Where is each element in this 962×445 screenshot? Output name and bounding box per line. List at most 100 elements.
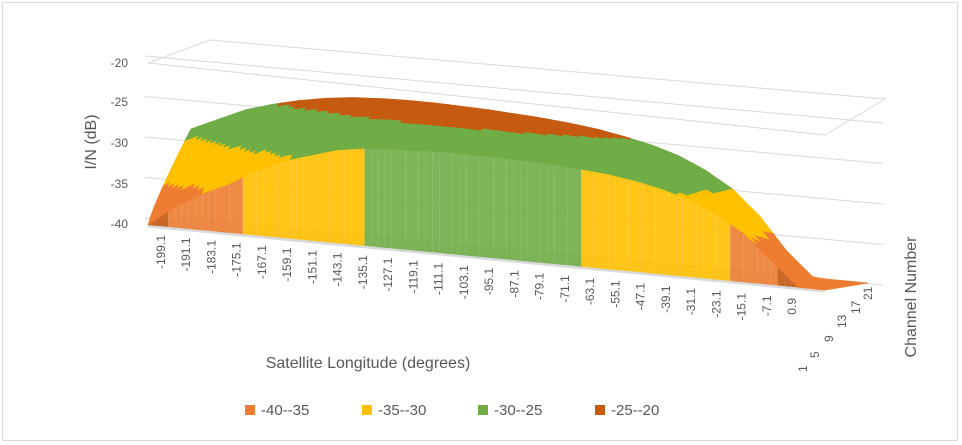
surface-skirt bbox=[215, 186, 223, 233]
x-tick-label: -175.1 bbox=[230, 242, 244, 276]
surface-skirt bbox=[445, 152, 453, 255]
surface-skirt bbox=[439, 151, 446, 254]
surface-skirt bbox=[181, 200, 189, 229]
legend-swatch bbox=[595, 405, 605, 415]
surface-skirt bbox=[303, 155, 311, 241]
surface-skirt bbox=[770, 260, 778, 286]
surface-skirt bbox=[554, 165, 561, 265]
z-tick-label: -30 bbox=[111, 136, 129, 150]
surface-skirt bbox=[743, 233, 751, 283]
depth-tick-label: 21 bbox=[861, 286, 875, 300]
surface-skirt bbox=[154, 216, 162, 227]
surface-skirt bbox=[256, 168, 264, 237]
surface-skirt bbox=[148, 220, 155, 226]
x-tick-label: -199.1 bbox=[154, 235, 168, 269]
x-tick-label: -135.1 bbox=[356, 255, 370, 289]
surface-skirt bbox=[290, 158, 297, 240]
x-tick-label: -55.1 bbox=[608, 280, 622, 308]
surface-skirt bbox=[357, 148, 365, 246]
surface-skirt bbox=[384, 149, 392, 249]
surface-skirt bbox=[696, 203, 704, 279]
surface-skirt bbox=[635, 181, 643, 273]
surface-skirt bbox=[764, 253, 771, 285]
surface-skirt bbox=[513, 159, 521, 261]
surface-skirt bbox=[750, 240, 758, 284]
surface-skirt bbox=[479, 155, 487, 258]
surface-skirt bbox=[588, 170, 595, 268]
surface-skirt bbox=[378, 149, 385, 248]
surface-skirt bbox=[344, 149, 352, 245]
surface-skirt bbox=[432, 151, 440, 253]
legend-label: -35--30 bbox=[378, 402, 426, 419]
x-tick-label: -15.1 bbox=[735, 293, 749, 321]
x-tick-label: -23.1 bbox=[709, 290, 723, 318]
surface-skirt bbox=[689, 200, 697, 278]
surface-skirt bbox=[615, 176, 622, 271]
surface-skirt bbox=[662, 189, 670, 276]
surface-skirt bbox=[418, 150, 426, 252]
surface-skirt bbox=[703, 207, 710, 279]
x-tick-label: -7.1 bbox=[760, 295, 774, 316]
surface-skirt bbox=[452, 153, 460, 255]
legend-swatch bbox=[478, 405, 488, 415]
surface-skirt bbox=[777, 267, 785, 287]
surface-skirt bbox=[296, 156, 304, 240]
surface-skirt bbox=[533, 162, 541, 263]
surface-skirt bbox=[466, 154, 473, 257]
surface-skirt bbox=[351, 149, 358, 246]
x-tick-label: -119.1 bbox=[406, 260, 420, 293]
surface-skirt bbox=[236, 177, 243, 235]
surface-skirt bbox=[222, 184, 230, 233]
surface-skirt bbox=[425, 151, 433, 253]
x-tick-label: 0.9 bbox=[785, 298, 799, 315]
surface-skirt bbox=[269, 163, 277, 238]
x-tick-label: -111.1 bbox=[432, 262, 446, 295]
surface-skirt bbox=[310, 154, 318, 242]
z-tick-label: -40 bbox=[111, 217, 129, 231]
surface-skirt bbox=[188, 197, 196, 230]
x-tick-label: -183.1 bbox=[205, 240, 219, 274]
surface-skirt bbox=[574, 168, 582, 267]
x-tick-label: -79.1 bbox=[533, 272, 547, 300]
surface-skirt bbox=[608, 174, 616, 270]
legend-label: -30--25 bbox=[494, 402, 542, 419]
x-tick-label: -127.1 bbox=[381, 257, 395, 291]
z-tick-label: -20 bbox=[111, 56, 129, 70]
surface-skirt bbox=[621, 177, 629, 272]
x-tick-label: -143.1 bbox=[331, 252, 345, 286]
legend-label: -25--20 bbox=[611, 402, 659, 419]
x-tick-label: -39.1 bbox=[659, 285, 673, 313]
legend: -40--35 -35--30 -30--25 -25--20 bbox=[245, 402, 659, 419]
legend-label: -40--35 bbox=[261, 402, 309, 419]
x-tick-label: -47.1 bbox=[634, 283, 648, 311]
surface-skirt bbox=[527, 161, 534, 263]
legend-swatch bbox=[362, 405, 372, 415]
surface-skirt bbox=[655, 187, 663, 275]
surface-skirt bbox=[324, 151, 331, 243]
surface-skirt bbox=[168, 207, 176, 228]
y-axis-title: I/N (dB) bbox=[83, 114, 100, 169]
surface-skirt bbox=[709, 211, 717, 280]
surface-skirt bbox=[737, 228, 744, 283]
surface-skirt bbox=[642, 183, 649, 274]
surface-skirt bbox=[195, 193, 203, 231]
legend-swatch bbox=[245, 405, 255, 415]
surface-skirt bbox=[202, 191, 209, 231]
surface-skirt bbox=[649, 185, 656, 274]
depth-tick-label: 17 bbox=[849, 300, 863, 314]
x-tick-label: -159.1 bbox=[280, 247, 294, 281]
surface-skirt bbox=[317, 152, 324, 242]
surface-skirt bbox=[486, 156, 494, 259]
x-tick-label: -63.1 bbox=[583, 277, 597, 305]
z-axis-ticks: -20 -25 -30 -35 -40 bbox=[111, 56, 129, 231]
surface-plot bbox=[147, 97, 869, 291]
z-tick-label: -35 bbox=[111, 177, 129, 191]
surface-skirt bbox=[601, 173, 609, 270]
gridline bbox=[144, 55, 884, 124]
surface-skirt bbox=[249, 170, 257, 236]
surface-skirt bbox=[175, 203, 182, 229]
surface-skirt bbox=[364, 148, 372, 247]
surface-skirt bbox=[723, 219, 731, 281]
